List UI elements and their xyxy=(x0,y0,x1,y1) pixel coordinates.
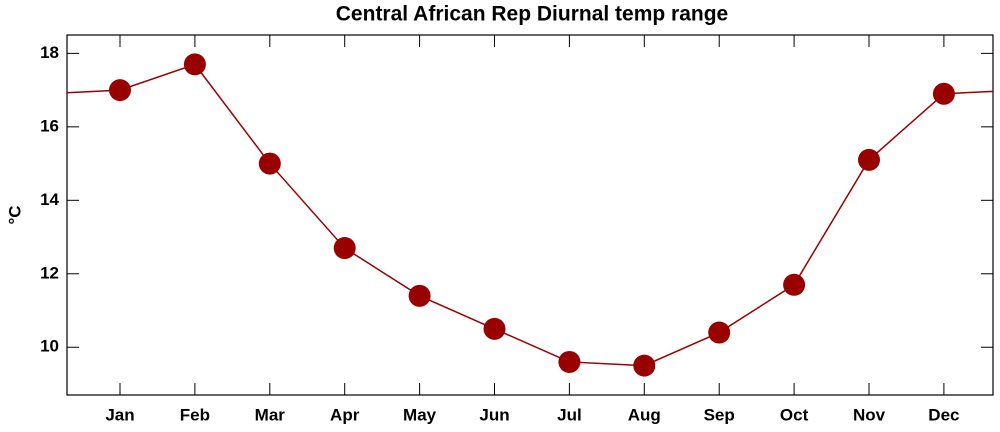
data-point xyxy=(258,152,281,175)
chart-title: Central African Rep Diurnal temp range xyxy=(336,3,728,26)
series-line-wrap xyxy=(67,89,121,94)
data-point xyxy=(932,82,955,105)
plot-frame xyxy=(66,34,994,396)
series-line-wrap xyxy=(943,90,993,95)
data-point xyxy=(333,237,356,260)
y-tick-label: 18 xyxy=(40,43,59,62)
x-tick-label: May xyxy=(403,405,437,424)
x-tick-label: Oct xyxy=(780,405,809,424)
data-point xyxy=(483,317,506,340)
data-point xyxy=(858,148,880,171)
x-tick-label: Jan xyxy=(105,405,134,424)
data-point xyxy=(408,284,431,307)
data-point xyxy=(633,354,656,377)
x-tick-label: Mar xyxy=(255,405,286,424)
x-tick-label: Nov xyxy=(853,405,886,424)
x-tick-label: Sep xyxy=(704,405,735,424)
y-tick-label: 10 xyxy=(40,337,59,356)
series-line xyxy=(119,63,945,367)
data-point xyxy=(558,350,581,373)
x-tick-label: Jun xyxy=(479,405,509,424)
y-tick-label: 16 xyxy=(40,116,59,135)
data-point xyxy=(109,79,131,102)
x-tick-label: Jul xyxy=(557,405,582,424)
data-point xyxy=(783,273,806,296)
x-tick-label: Apr xyxy=(330,405,360,424)
y-tick-label: 12 xyxy=(40,263,59,282)
y-axis-label: °C xyxy=(5,205,24,224)
x-tick-label: Dec xyxy=(928,405,959,424)
data-point xyxy=(708,321,731,344)
y-tick-label: 14 xyxy=(40,190,59,209)
data-point xyxy=(183,53,206,76)
x-tick-label: Aug xyxy=(628,405,661,424)
x-tick-label: Feb xyxy=(180,405,210,424)
